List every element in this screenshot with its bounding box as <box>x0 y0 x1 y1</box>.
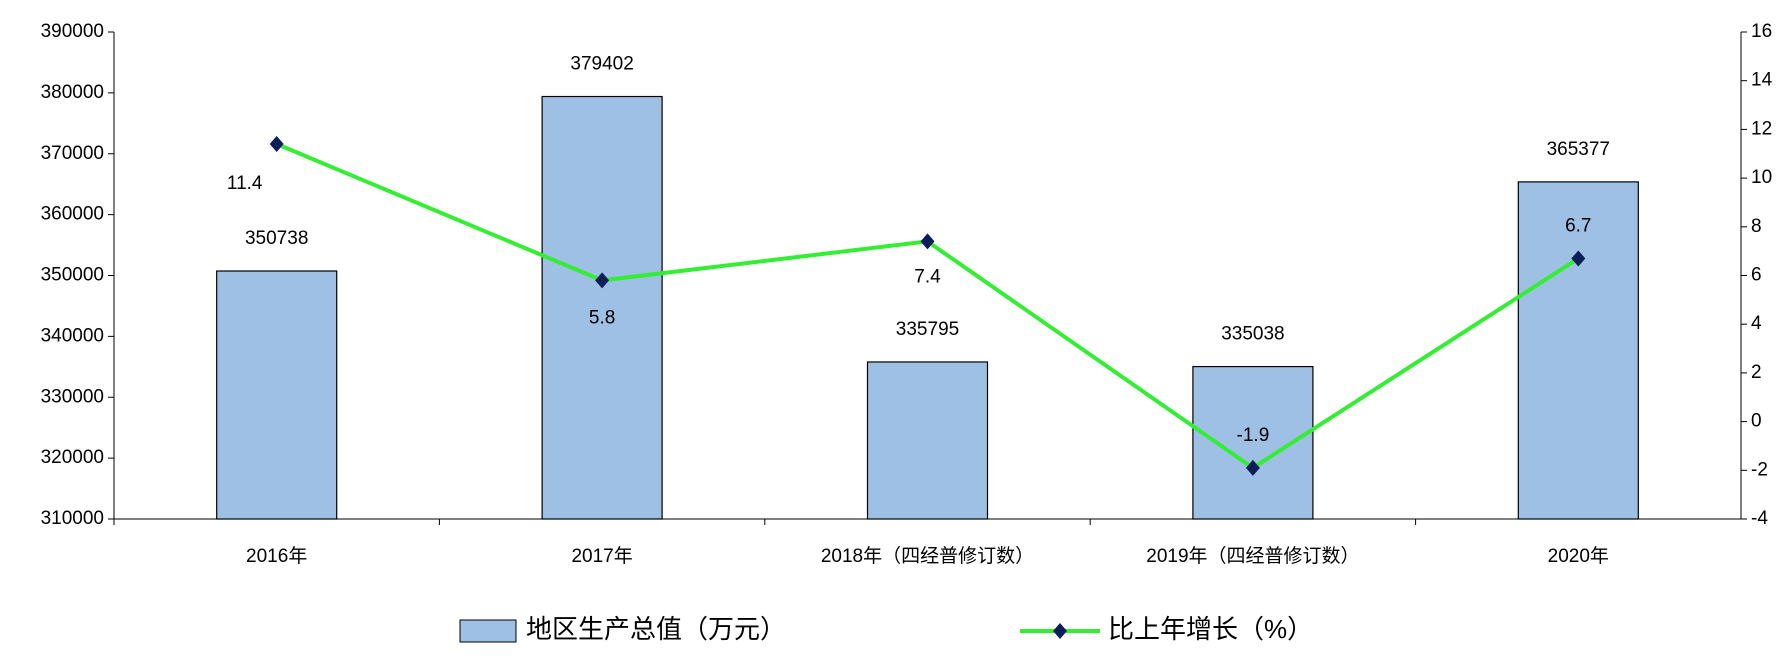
y-tick-label: 310000 <box>41 508 104 529</box>
bar-value-label: 379402 <box>570 54 633 75</box>
y-tick-label: 330000 <box>41 386 104 407</box>
x-tick-label: 2019年（四经普修订数） <box>1146 545 1359 567</box>
y-tick-label: 350000 <box>41 265 104 286</box>
line-value-label: 11.4 <box>227 173 263 194</box>
bar <box>1517 181 1639 520</box>
marker <box>269 136 284 153</box>
line-value-label: -1.9 <box>1237 425 1270 446</box>
bar-value-label: 335038 <box>1221 324 1284 345</box>
y2-tick-label: 10 <box>1751 167 1772 188</box>
y2-tick-label: 8 <box>1751 216 1762 237</box>
y2-tick-label: 0 <box>1751 411 1762 432</box>
x-tick-label: 2016年 <box>246 545 307 567</box>
y2-tick-label: 4 <box>1751 313 1762 334</box>
bar-value-label: 365377 <box>1547 139 1610 160</box>
y-tick-label: 380000 <box>41 82 104 103</box>
marker <box>920 233 935 250</box>
bar <box>866 361 989 520</box>
marker <box>1245 459 1260 476</box>
marker <box>595 272 610 289</box>
y2-tick-label: 14 <box>1751 70 1773 91</box>
bar-value-label: 350738 <box>245 228 308 249</box>
y2-tick-label: 2 <box>1751 362 1762 383</box>
y-tick-label: 390000 <box>41 21 104 42</box>
y2-tick-label: -2 <box>1751 459 1768 480</box>
legend-marker <box>1053 623 1067 639</box>
bar <box>216 270 338 520</box>
marker <box>1571 250 1586 267</box>
x-tick-label: 2017年 <box>571 545 632 567</box>
y2-tick-label: 16 <box>1751 21 1772 42</box>
y-tick-label: 360000 <box>41 204 104 225</box>
line-value-label: 7.4 <box>914 266 941 287</box>
x-tick-label: 2020年 <box>1548 545 1609 567</box>
legend-swatch <box>459 619 517 643</box>
y-tick-label: 370000 <box>41 143 104 164</box>
y2-tick-label: -4 <box>1751 508 1768 529</box>
legend-label: 比上年增长（%） <box>1108 614 1313 644</box>
x-tick-label: 2018年（四经普修订数） <box>821 545 1034 567</box>
line-value-label: 6.7 <box>1565 215 1591 236</box>
y-tick-label: 320000 <box>41 447 104 468</box>
y2-tick-label: 6 <box>1751 265 1762 286</box>
y-tick-label: 340000 <box>41 325 104 346</box>
line-value-label: 5.8 <box>589 307 615 328</box>
bar-value-label: 335795 <box>896 319 959 340</box>
bar <box>541 95 663 520</box>
y2-tick-label: 12 <box>1751 118 1772 139</box>
legend-label: 地区生产总值（万元） <box>526 614 786 644</box>
